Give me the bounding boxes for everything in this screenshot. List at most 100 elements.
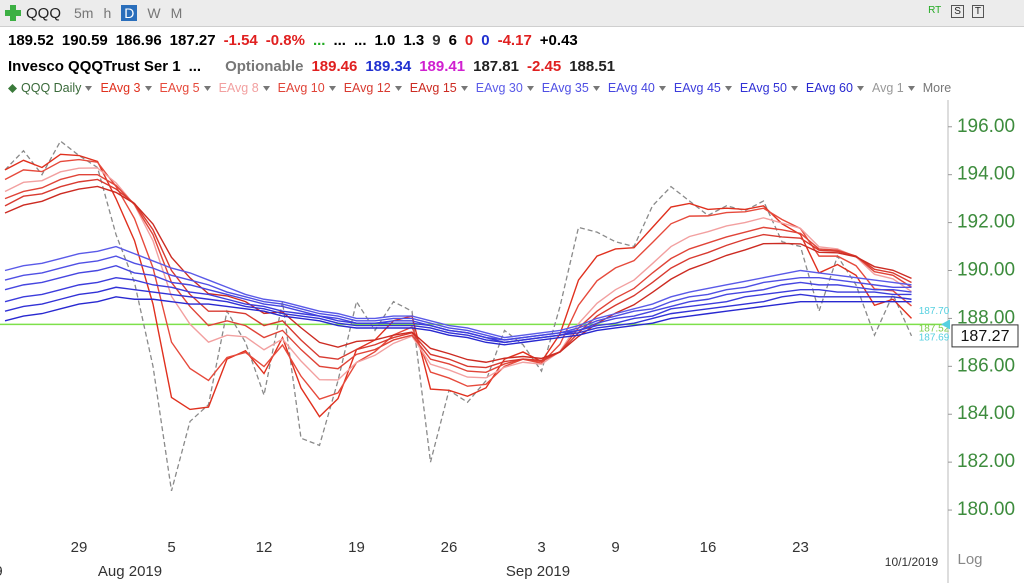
dropdown-arrow-shape [856,85,864,91]
x-tick-label: 10/1/2019 [885,555,939,569]
legend-icon-shape [8,83,17,93]
x-tick-label: 19 [348,539,365,556]
dropdown-arrow-shape [85,85,93,91]
quote-field: 189.34 [365,57,412,75]
legend-entry[interactable]: More [923,81,951,95]
dropdown-arrow[interactable] [394,85,402,91]
interval-button[interactable]: 5m [74,5,94,21]
quote-field: ... [312,31,326,49]
dropdown-arrow-shape [526,85,534,91]
dropdown-arrow[interactable] [658,85,666,91]
dropdown-arrow[interactable] [856,85,864,91]
quote-field: +0.43 [539,31,578,49]
x-tick-label: 23 [792,539,809,556]
y-tick-label: 188.00 [957,307,1015,328]
legend-entry[interactable]: EAvg 5 [160,81,211,95]
quote-field: 0 [464,31,474,49]
dropdown-arrow-shape [460,85,468,91]
dropdown-arrow-shape [203,85,211,91]
interval-button[interactable]: h [103,5,112,21]
price-annotation: 187.70 [919,306,950,317]
legend-entry[interactable]: QQQ Daily [8,81,93,95]
y-tick-label: 194.00 [957,164,1015,185]
dropdown-arrow[interactable] [526,85,534,91]
average-line [4,158,912,400]
period-label: Sep 2019 [506,563,570,580]
dropdown-arrow-shape [144,85,152,91]
average-line [4,264,912,341]
quote-field: ... [188,57,202,75]
legend-entry[interactable]: EAvg 30 [476,81,534,95]
y-tick-label: 186.00 [957,355,1015,376]
quote-field: 190.59 [61,31,108,49]
legend-entry[interactable]: EAvg 40 [608,81,666,95]
legend-label: EAvg 8 [218,81,259,95]
legend-entry[interactable]: EAvg 3 [100,81,152,95]
legend: QQQ Daily EAvg 3 EAvg 5 EAvg 8 EAvg 10 EAvg 1… [0,78,1024,98]
symbol[interactable]: QQQ [26,4,62,22]
dropdown-arrow[interactable] [85,85,93,91]
dropdown-arrow-shape [907,85,915,91]
quote-field: 189.41 [419,57,466,75]
legend-label: EAvg 50 [739,81,787,95]
average-line [4,245,912,339]
average-line [4,276,912,344]
quote-row: 189.52 190.59 186.96 187.27 -1.54 -0.8%......… [0,28,1024,52]
legend-entry[interactable]: EAvg 45 [674,81,732,95]
interval-button[interactable]: W [147,5,161,21]
toolbar-button[interactable]: RT [928,5,942,16]
y-tick-label: 180.00 [957,499,1015,520]
legend-entry[interactable]: EAvg 50 [740,81,798,95]
legend-label: EAvg 60 [805,81,853,95]
legend-entry[interactable]: EAvg 35 [542,81,600,95]
x-tick-label: 29 [71,539,88,556]
quote-field: 187.81 [473,57,519,75]
toolbar: QQQ 5m h D W M RT S T [0,0,1024,27]
toolbar-button[interactable]: S [951,5,964,18]
legend-label: EAvg 15 [409,81,457,95]
quote-field: 1.0 [374,31,396,49]
legend-entry[interactable]: EAvg 10 [278,81,336,95]
average-line [4,185,912,363]
legend-label: QQQ Daily [21,81,82,95]
interval-button[interactable]: M [170,5,183,21]
legend-entry[interactable]: EAvg 15 [410,81,468,95]
legend-icon [8,83,17,93]
dropdown-arrow-shape [262,85,270,91]
legend-label: EAvg 40 [607,81,655,95]
quote-field: ... [333,31,346,49]
dropdown-arrow[interactable] [328,85,336,91]
dropdown-arrow[interactable] [907,85,915,91]
quote-field: -1.54 [223,31,258,49]
add-icon[interactable] [4,4,22,22]
legend-label: EAvg 35 [541,81,589,95]
dropdown-arrow-shape [592,85,600,91]
dropdown-arrow[interactable] [144,85,152,91]
price-annotation: 187.69 [919,332,950,343]
quote-field: Invesco QQQTrust Ser 1 [8,57,181,75]
dropdown-arrow[interactable] [790,85,798,91]
legend-entry[interactable]: Avg 1 [872,81,915,95]
legend-entry[interactable]: EAvg 12 [344,81,402,95]
toolbar-right: RT S T [926,5,984,18]
x-tick-label: 12 [256,539,273,556]
average-line [4,296,912,346]
x-tick-label: 9 [611,539,619,556]
dropdown-arrow[interactable] [724,85,732,91]
dropdown-arrow-shape [328,85,336,91]
legend-entry[interactable]: EAvg 60 [806,81,864,95]
quote-field: 186.96 [115,31,162,49]
interval-button[interactable]: D [121,5,138,21]
info-row: Invesco QQQTrust Ser 1... Optionable 189.4… [0,54,1024,78]
price-arrow [941,319,950,330]
legend-label: EAvg 12 [343,81,391,95]
toolbar-button[interactable]: T [971,5,984,18]
dropdown-arrow[interactable] [592,85,600,91]
y-tick-label: 192.00 [957,212,1015,233]
dropdown-arrow[interactable] [460,85,468,91]
y-tick-label: 190.00 [957,260,1015,281]
legend-label: EAvg 3 [100,81,141,95]
dropdown-arrow[interactable] [203,85,211,91]
dropdown-arrow[interactable] [262,85,270,91]
legend-entry[interactable]: EAvg 8 [219,81,270,95]
